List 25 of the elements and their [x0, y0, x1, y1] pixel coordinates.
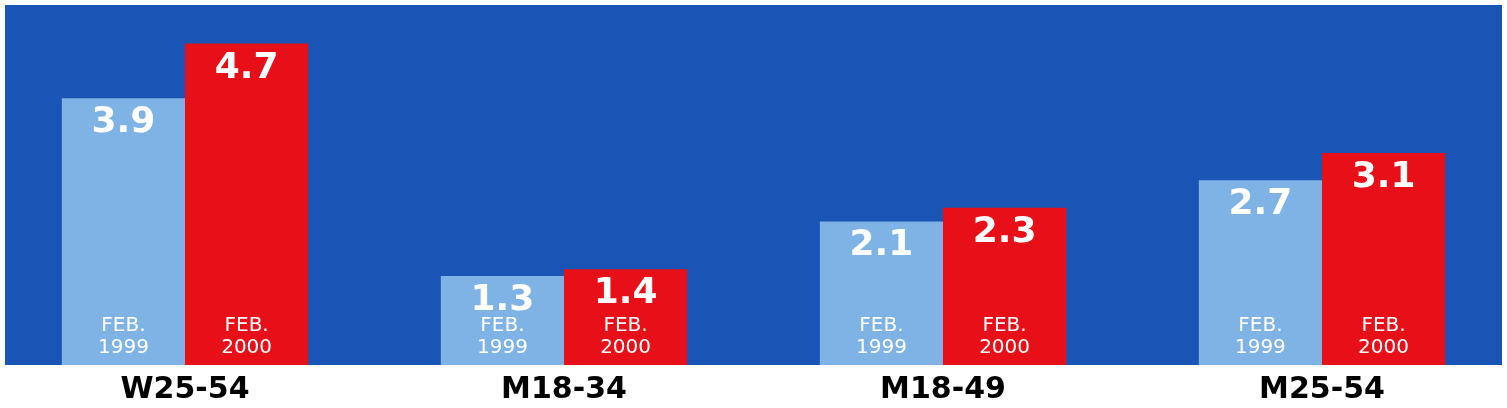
bar — [819, 221, 943, 365]
series-label: FEB. 1999 — [97, 312, 149, 358]
text: FEB. 2000 — [600, 312, 652, 358]
text: FEB. 2000 — [1358, 312, 1410, 358]
text: FEB. 1999 — [855, 312, 907, 358]
bar — [942, 207, 1067, 365]
x-tick-label: M18-34 — [501, 369, 627, 405]
series-label: FEB. 2000 — [221, 312, 273, 358]
bar — [1321, 152, 1446, 365]
data-label: 2.3 — [972, 208, 1037, 250]
data-label: 3.9 — [91, 99, 156, 141]
data-label: 1.4 — [593, 270, 658, 312]
text: FEB. 1999 — [1234, 312, 1286, 358]
bar — [1198, 180, 1322, 365]
data-label: 3.1 — [1351, 153, 1416, 195]
data-label: 4.7 — [214, 44, 279, 86]
data-label: 2.7 — [1228, 181, 1293, 223]
x-tick-label: M25-54 — [1259, 369, 1385, 405]
x-tick-label: W25-54 — [120, 369, 250, 405]
bar — [61, 98, 186, 365]
text: FEB. 2000 — [979, 312, 1031, 358]
text: FEB. 1999 — [476, 312, 528, 358]
x-tick-label: M18-49 — [880, 369, 1006, 405]
bar — [185, 43, 309, 365]
data-label: 2.1 — [849, 222, 914, 264]
